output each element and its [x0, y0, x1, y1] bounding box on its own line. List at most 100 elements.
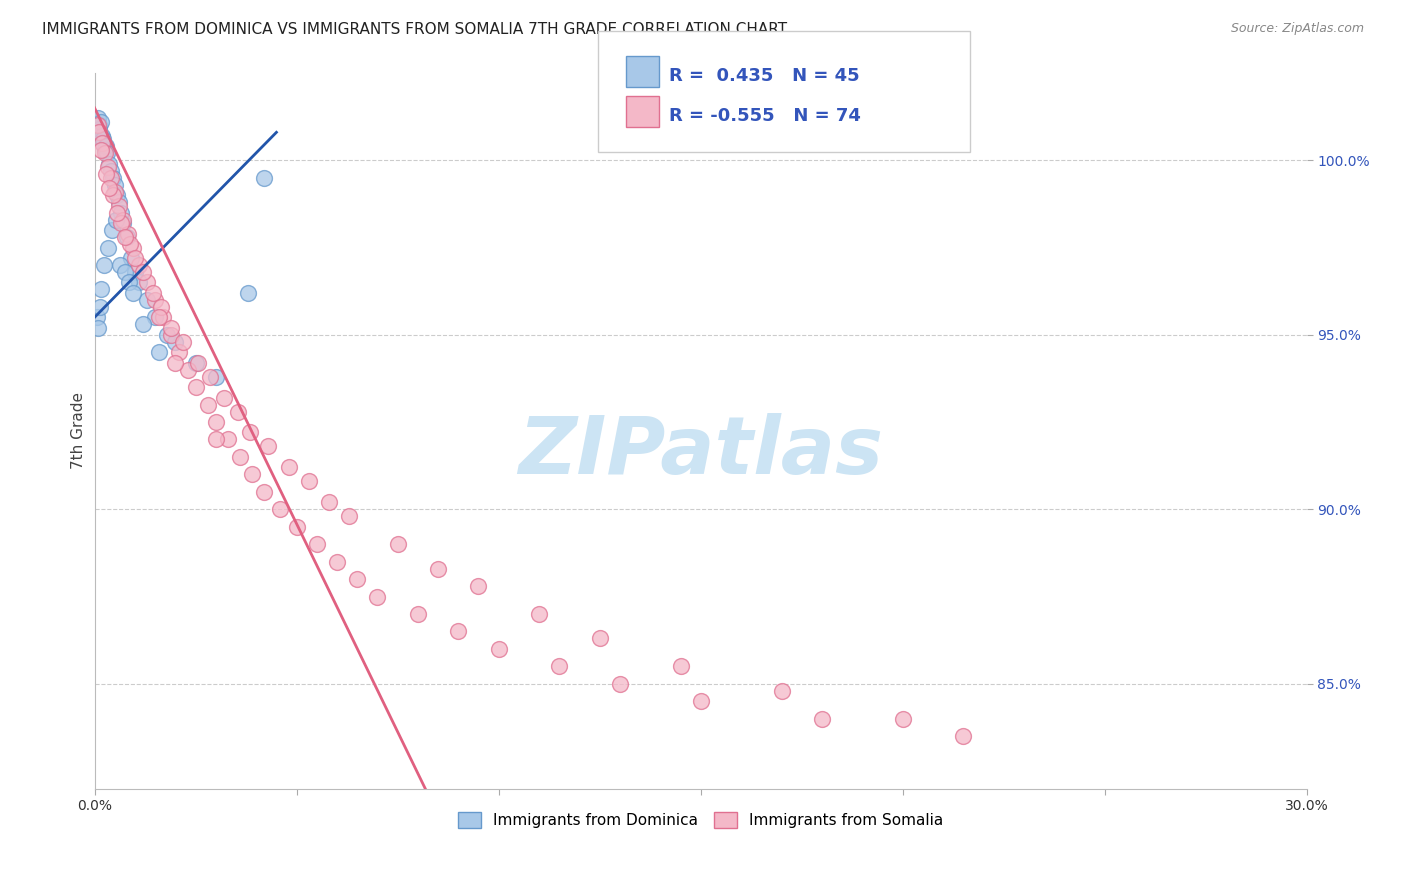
Point	[770, 683, 793, 698]
Point	[229, 450, 252, 464]
Point	[90, 143, 112, 157]
Text: R = -0.555   N = 74: R = -0.555 N = 74	[669, 107, 860, 125]
Point	[548, 659, 571, 673]
Point	[87, 320, 110, 334]
Point	[96, 160, 118, 174]
Point	[298, 475, 321, 489]
Point	[91, 136, 114, 150]
Point	[111, 212, 134, 227]
Point	[108, 199, 131, 213]
Point	[114, 230, 136, 244]
Point	[160, 327, 183, 342]
Point	[111, 216, 134, 230]
Point	[87, 119, 110, 133]
Point	[108, 195, 131, 210]
Point	[93, 132, 115, 146]
Point	[337, 509, 360, 524]
Point	[156, 327, 179, 342]
Point	[132, 318, 155, 332]
Point	[285, 520, 308, 534]
Point	[104, 212, 127, 227]
Point	[100, 223, 122, 237]
Point	[689, 694, 711, 708]
Point	[110, 216, 132, 230]
Point	[115, 230, 138, 244]
Point	[100, 170, 122, 185]
Point	[86, 310, 108, 325]
Point	[89, 300, 111, 314]
Point	[100, 163, 122, 178]
Point	[105, 188, 128, 202]
Point	[124, 265, 146, 279]
Point	[236, 285, 259, 300]
Point	[97, 157, 120, 171]
Point	[277, 460, 299, 475]
Point	[101, 188, 124, 202]
Point	[159, 320, 181, 334]
Point	[318, 495, 340, 509]
Point	[143, 310, 166, 325]
Point	[94, 139, 117, 153]
Point	[90, 115, 112, 129]
Point	[212, 391, 235, 405]
Point	[467, 579, 489, 593]
Point	[427, 561, 450, 575]
Point	[108, 258, 131, 272]
Point	[204, 433, 226, 447]
Point	[240, 467, 263, 482]
Point	[387, 537, 409, 551]
Point	[527, 607, 550, 621]
Point	[488, 641, 510, 656]
Point	[150, 300, 173, 314]
Point	[198, 369, 221, 384]
Point	[197, 398, 219, 412]
Point	[96, 240, 118, 254]
Point	[187, 356, 209, 370]
Text: R =  0.435   N = 45: R = 0.435 N = 45	[669, 67, 860, 85]
Point	[94, 167, 117, 181]
Point	[165, 356, 187, 370]
Point	[204, 415, 226, 429]
Point	[148, 345, 170, 359]
Point	[104, 185, 127, 199]
Point	[253, 170, 276, 185]
Point	[122, 240, 145, 254]
Text: ZIPatlas: ZIPatlas	[519, 413, 883, 491]
Point	[136, 276, 159, 290]
Point	[136, 293, 159, 307]
Point	[609, 677, 631, 691]
Point	[217, 433, 239, 447]
Point	[184, 380, 207, 394]
Point	[128, 276, 150, 290]
Point	[89, 125, 111, 139]
Point	[143, 293, 166, 307]
Point	[93, 258, 115, 272]
Point	[110, 205, 132, 219]
Point	[90, 128, 112, 143]
Point	[93, 143, 115, 157]
Point	[128, 258, 150, 272]
Point	[132, 265, 155, 279]
Point	[204, 369, 226, 384]
Point	[142, 285, 165, 300]
Point	[124, 251, 146, 265]
Text: IMMIGRANTS FROM DOMINICA VS IMMIGRANTS FROM SOMALIA 7TH GRADE CORRELATION CHART: IMMIGRANTS FROM DOMINICA VS IMMIGRANTS F…	[42, 22, 787, 37]
Point	[93, 146, 115, 161]
Point	[104, 178, 127, 192]
Point	[90, 282, 112, 296]
Point	[120, 237, 142, 252]
Point	[152, 310, 174, 325]
Point	[269, 502, 291, 516]
Point	[86, 125, 108, 139]
Point	[406, 607, 429, 621]
Point	[239, 425, 262, 440]
Point	[257, 440, 280, 454]
Point	[87, 119, 110, 133]
Point	[326, 555, 349, 569]
Point	[165, 334, 187, 349]
Point	[447, 624, 470, 639]
Point	[253, 484, 276, 499]
Y-axis label: 7th Grade: 7th Grade	[72, 392, 86, 469]
Point	[952, 729, 974, 743]
Point	[117, 227, 139, 241]
